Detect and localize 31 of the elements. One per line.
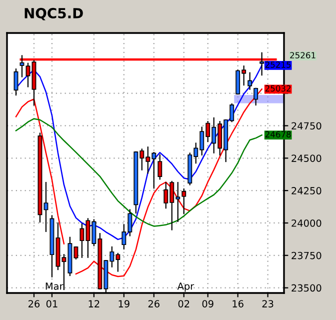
candlestick <box>254 88 258 106</box>
y-tick-label: 23750 <box>292 252 322 260</box>
chart-title: NQC5.D <box>24 8 83 20</box>
x-tick-label: 09 <box>202 300 214 308</box>
data-label: 24678 <box>265 131 291 138</box>
candlestick <box>26 62 30 88</box>
annotation: Apr <box>177 282 194 292</box>
x-tick-label: 01 <box>46 300 58 308</box>
x-tick-label: 19 <box>118 300 130 308</box>
candlestick <box>158 154 162 180</box>
y-tick-label: 24250 <box>292 187 322 194</box>
y-tick-label: 24500 <box>292 154 322 162</box>
x-tick-label: 26 <box>28 300 40 308</box>
data-label: 25215 <box>265 62 291 68</box>
y-tick-label: 23500 <box>292 284 322 292</box>
y-tick-label: 24000 <box>292 219 322 227</box>
candlestick <box>248 72 252 90</box>
candlestick <box>44 182 48 232</box>
x-tick-label: 16 <box>232 300 244 308</box>
ref-line-label: 25261 <box>290 52 316 58</box>
x-tick-label: 23 <box>262 300 274 308</box>
candlestick <box>14 68 18 96</box>
data-label: 25032 <box>265 85 290 92</box>
x-tick-label: 12 <box>88 300 100 308</box>
x-tick-label: 26 <box>148 300 160 308</box>
line-series <box>15 118 262 227</box>
annotation: Mar <box>46 282 64 290</box>
x-tick-label: 02 <box>178 300 190 308</box>
candlestick <box>260 52 264 76</box>
candlestick <box>20 55 24 78</box>
y-tick-label: 24750 <box>292 122 322 130</box>
